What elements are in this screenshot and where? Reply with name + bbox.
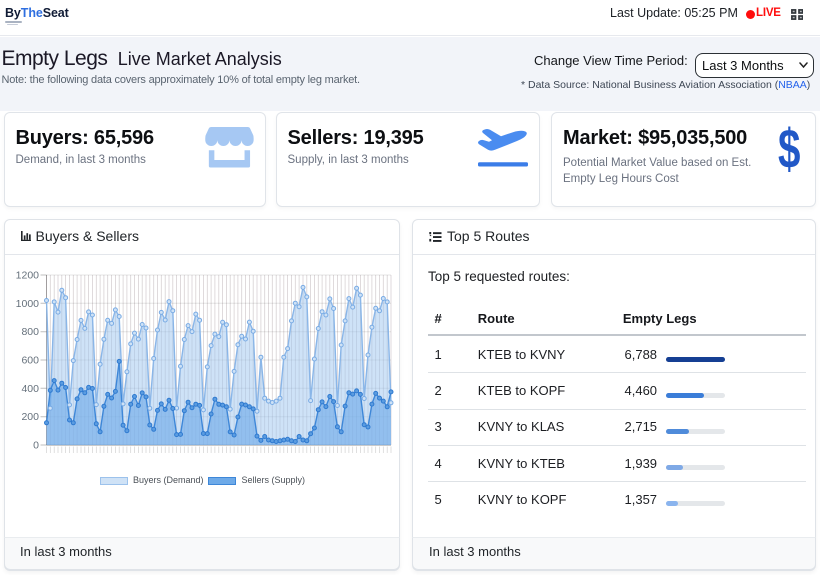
svg-text:800: 800	[21, 326, 39, 338]
svg-text:600: 600	[21, 355, 39, 367]
svg-text:1200: 1200	[16, 270, 40, 282]
svg-text:0: 0	[33, 440, 39, 452]
svg-text:1000: 1000	[16, 298, 40, 310]
svg-text:400: 400	[21, 383, 39, 395]
svg-text:200: 200	[21, 411, 39, 423]
